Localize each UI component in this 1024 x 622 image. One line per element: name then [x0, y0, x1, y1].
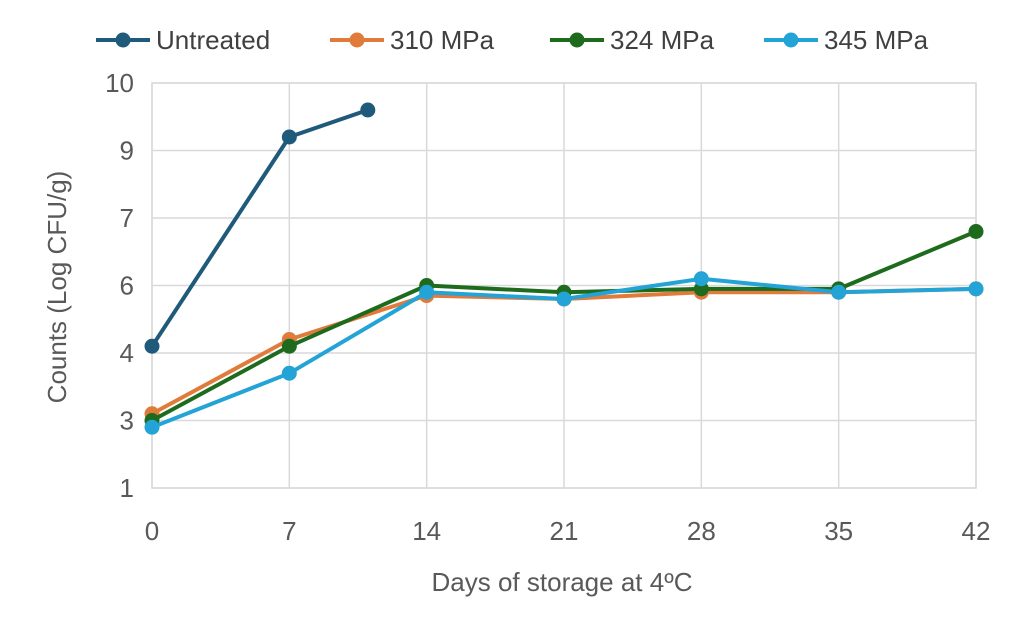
- x-tick-label: 42: [962, 516, 991, 546]
- x-tick-label: 14: [412, 516, 441, 546]
- legend-entry: 310 MPa: [330, 25, 495, 55]
- data-point: [144, 338, 160, 354]
- series-345-mpa: [144, 271, 984, 435]
- legend-label: 310 MPa: [390, 25, 495, 55]
- series-untreated: [144, 102, 376, 354]
- legend-label: Untreated: [156, 25, 270, 55]
- data-point: [281, 365, 297, 381]
- data-point: [419, 284, 435, 300]
- data-point: [281, 129, 297, 145]
- data-point: [831, 284, 847, 300]
- data-point: [693, 271, 709, 287]
- x-tick-label: 21: [550, 516, 579, 546]
- x-tick-label: 35: [824, 516, 853, 546]
- data-point: [968, 224, 984, 239]
- y-tick-label: 3: [120, 406, 134, 436]
- series-group: [144, 102, 984, 435]
- data-point: [360, 102, 376, 118]
- y-tick-label: 1: [120, 473, 134, 503]
- data-point: [556, 291, 572, 307]
- y-tick-label: 7: [120, 203, 134, 233]
- legend-label: 324 MPa: [610, 25, 715, 55]
- y-tick-label: 9: [120, 136, 134, 166]
- legend-label: 345 MPa: [824, 25, 929, 55]
- y-axis-title: Counts (Log CFU/g): [42, 171, 72, 404]
- data-point: [144, 419, 160, 435]
- x-axis-title: Days of storage at 4ºC: [432, 567, 693, 597]
- y-tick-label: 10: [105, 68, 134, 98]
- x-tick-label: 28: [687, 516, 716, 546]
- x-tick-label: 7: [282, 516, 296, 546]
- legend-marker: [783, 32, 799, 48]
- legend-marker: [569, 32, 585, 48]
- y-tick-label: 6: [120, 271, 134, 301]
- y-tick-label: 4: [120, 338, 134, 368]
- legend: Untreated 310 MPa 324 MPa 345 MPa: [96, 25, 929, 55]
- legend-marker: [349, 32, 365, 48]
- axes: 1 3 4 6 7 9 10 0 7 14 21 28 35 42: [105, 68, 990, 546]
- legend-entry: 345 MPa: [764, 25, 929, 55]
- series-line: [150, 108, 370, 349]
- legend-entry: Untreated: [96, 25, 270, 55]
- data-point: [281, 338, 297, 354]
- legend-entry: 324 MPa: [550, 25, 715, 55]
- x-tick-label: 0: [145, 516, 159, 546]
- legend-marker: [115, 32, 131, 48]
- data-point: [968, 281, 984, 297]
